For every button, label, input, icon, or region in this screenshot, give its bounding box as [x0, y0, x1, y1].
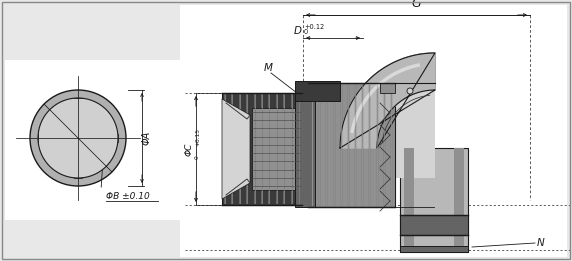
- Text: N: N: [537, 238, 545, 248]
- Text: +0.15: +0.15: [195, 128, 200, 146]
- Text: ΦC: ΦC: [185, 142, 193, 156]
- Text: D: D: [294, 26, 302, 36]
- Text: 0: 0: [304, 29, 308, 35]
- Bar: [308, 83, 395, 207]
- Text: F: F: [240, 155, 246, 165]
- Bar: [454, 148, 464, 252]
- Circle shape: [30, 90, 126, 186]
- Bar: [252, 108, 300, 190]
- Bar: [5, 60, 180, 220]
- Text: +0.12: +0.12: [304, 24, 324, 30]
- Polygon shape: [340, 53, 435, 148]
- Bar: [295, 81, 340, 101]
- Wedge shape: [340, 53, 435, 148]
- Text: 0: 0: [195, 155, 200, 159]
- Bar: [400, 246, 468, 252]
- Text: G: G: [412, 0, 422, 10]
- Bar: [404, 148, 414, 252]
- Circle shape: [38, 98, 118, 178]
- Text: ΦA: ΦA: [142, 131, 152, 145]
- Bar: [222, 93, 302, 205]
- Text: ΦB ±0.10: ΦB ±0.10: [106, 192, 150, 201]
- Bar: [295, 83, 315, 207]
- Bar: [400, 148, 468, 252]
- Circle shape: [407, 88, 413, 94]
- Bar: [400, 215, 468, 235]
- Bar: [180, 5, 567, 257]
- Text: M: M: [264, 63, 272, 73]
- Bar: [380, 83, 395, 93]
- Bar: [395, 83, 435, 178]
- Polygon shape: [222, 99, 250, 199]
